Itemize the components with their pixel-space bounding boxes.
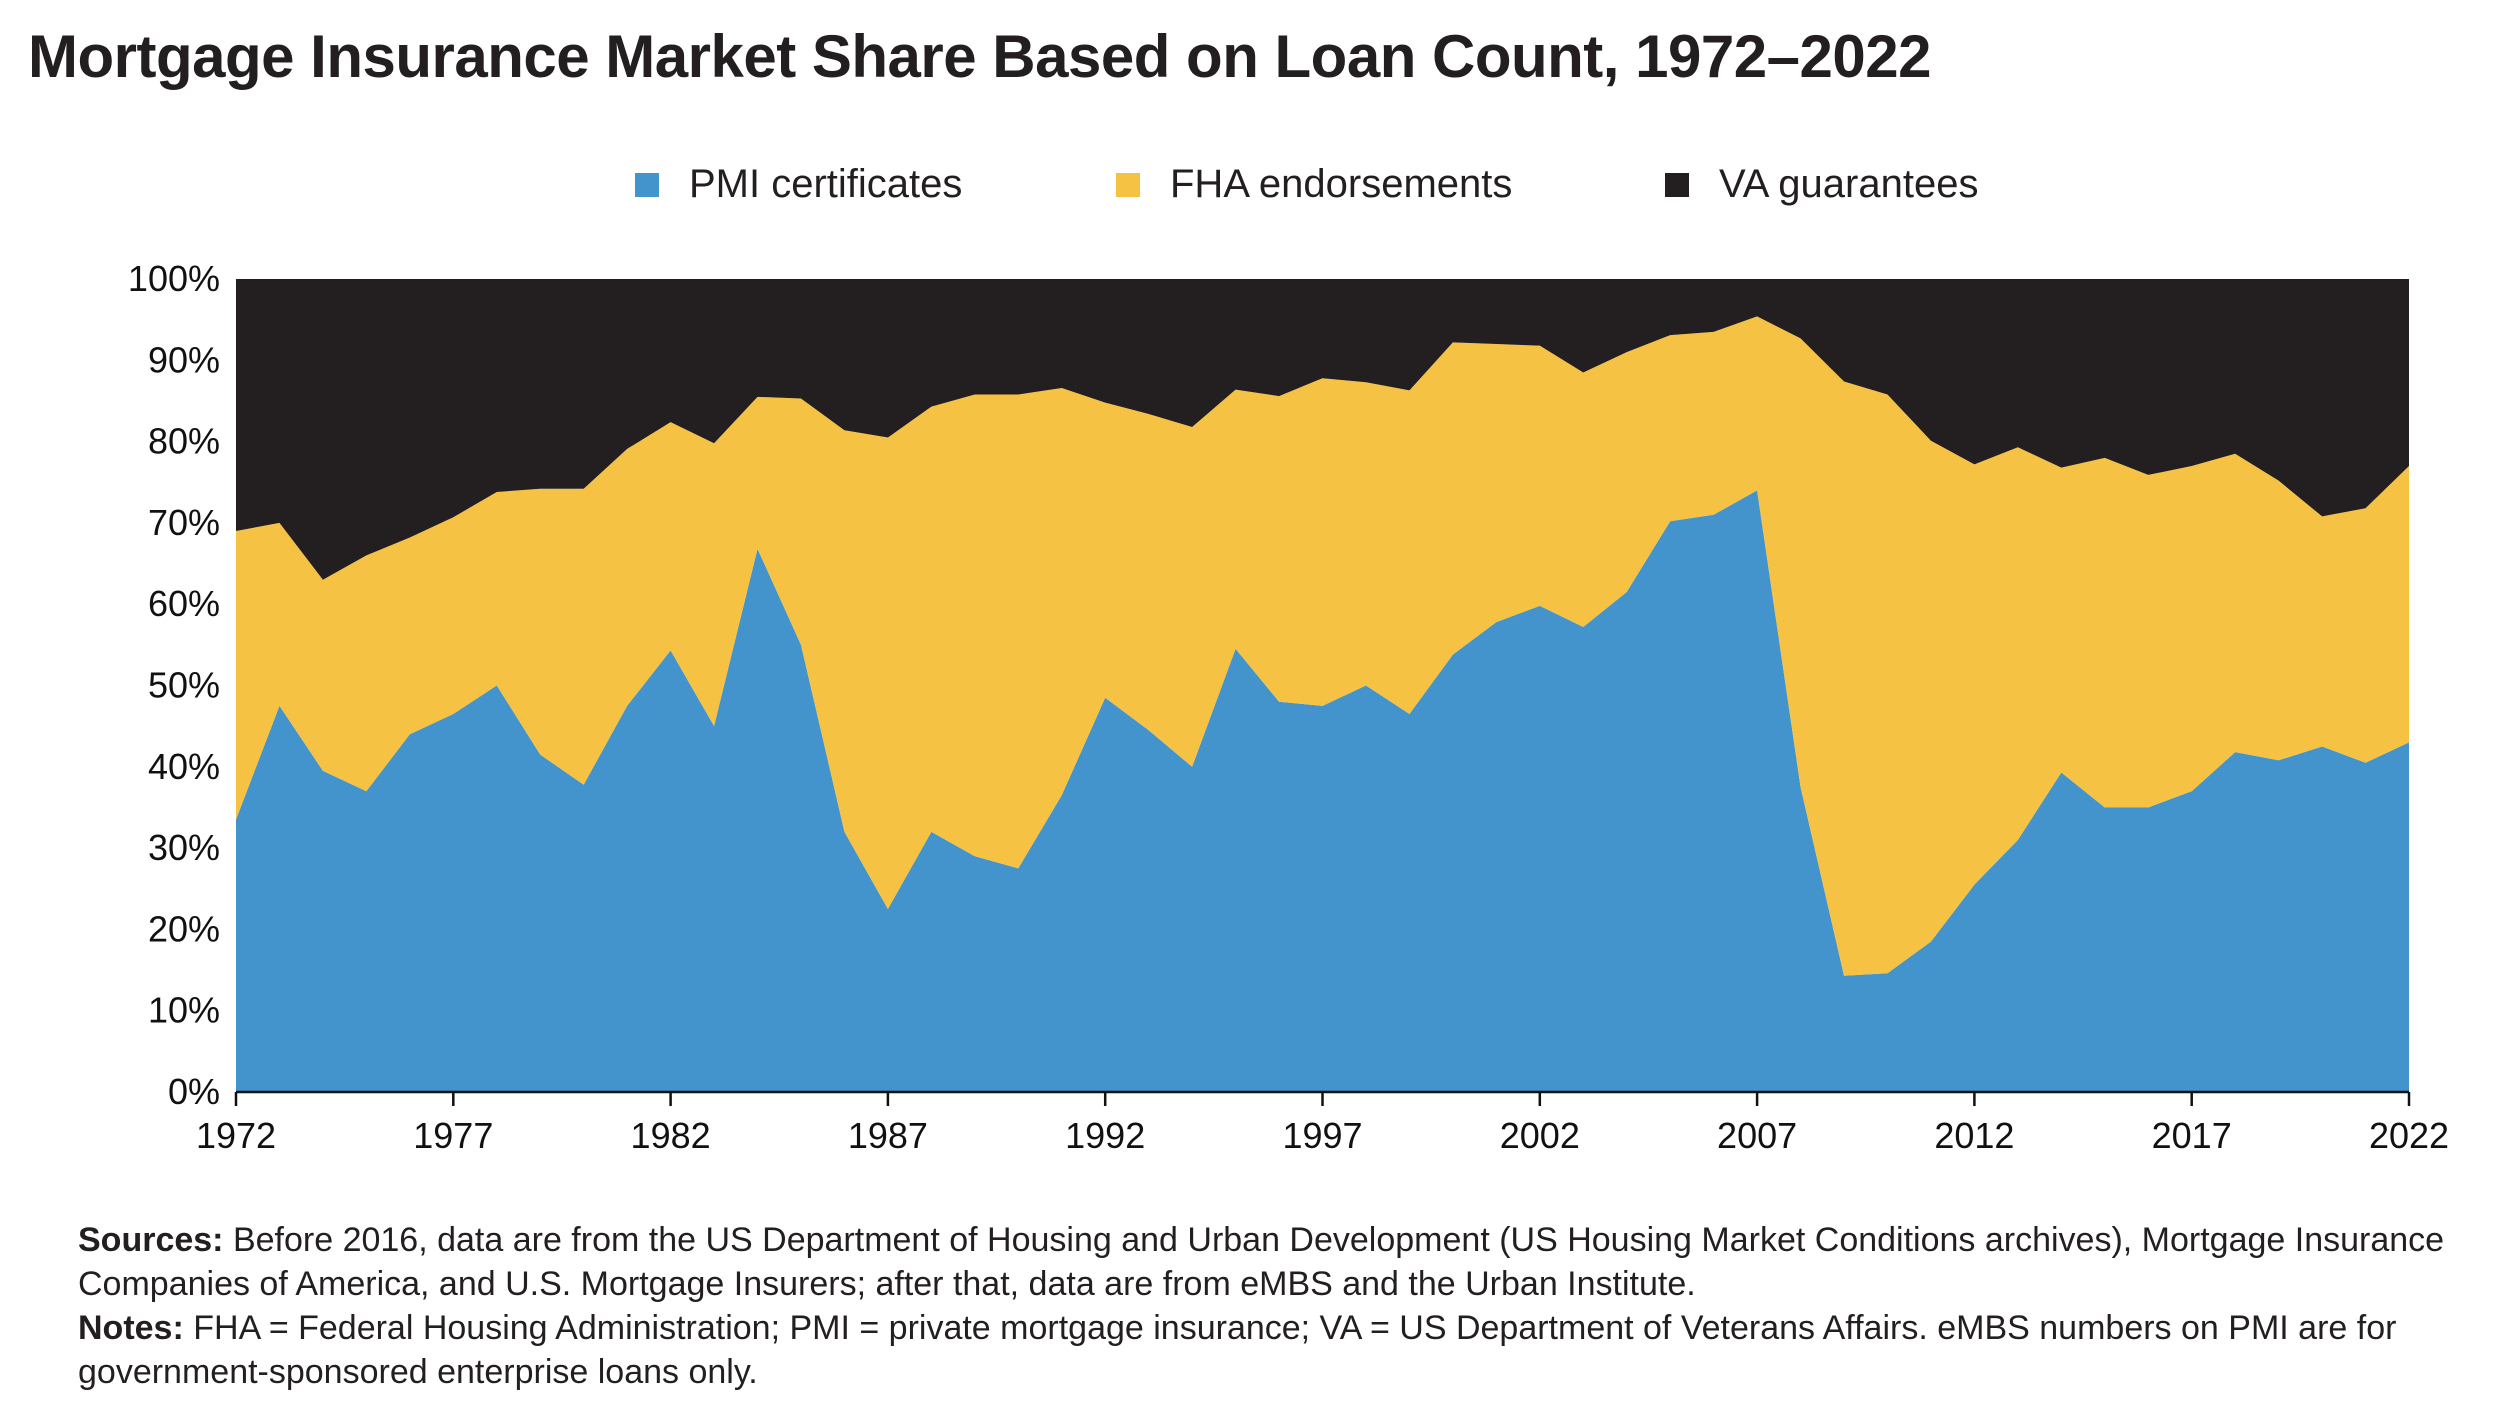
legend-item-pmi: PMI certificates	[635, 162, 962, 207]
legend-label-va: VA guarantees	[1719, 162, 1979, 206]
y-tick-label: 40%	[148, 746, 220, 787]
legend-label-pmi: PMI certificates	[689, 162, 963, 206]
x-tick-label: 2012	[1934, 1115, 2014, 1156]
notes-label: Notes:	[78, 1309, 184, 1347]
notes-block: Sources: Before 2016, data are from the …	[78, 1218, 2478, 1394]
y-tick-label: 90%	[148, 339, 220, 380]
legend-label-fha: FHA endorsements	[1170, 162, 1513, 206]
y-tick-label: 100%	[128, 258, 220, 299]
x-tick-label: 1997	[1282, 1115, 1362, 1156]
x-tick-label: 2022	[2369, 1115, 2449, 1156]
x-tick-label: 1992	[1065, 1115, 1145, 1156]
x-tick-label: 1977	[413, 1115, 493, 1156]
y-tick-label: 0%	[168, 1071, 220, 1112]
area-pmi-certificates	[236, 490, 2409, 1092]
x-tick-label: 1982	[631, 1115, 711, 1156]
area-fha-endorsements	[236, 316, 2409, 976]
y-tick-label: 30%	[148, 827, 220, 868]
stacked-area-chart: 0% 10% 20% 30% 40% 50% 60% 70% 80% 90% 100% 1972 197…	[128, 258, 2449, 1156]
notes-note: Notes: FHA = Federal Housing Administrat…	[78, 1306, 2478, 1394]
y-tick-label: 10%	[148, 990, 220, 1031]
y-tick-label: 20%	[148, 908, 220, 949]
x-tick-label: 1972	[196, 1115, 276, 1156]
sources-text: Before 2016, data are from the US Depart…	[78, 1221, 2445, 1303]
legend: PMI certificates FHA endorsements VA gua…	[0, 162, 2500, 222]
legend-swatch-va	[1665, 172, 1689, 197]
y-tick-label: 60%	[148, 583, 220, 624]
sources-label: Sources:	[78, 1221, 224, 1259]
legend-swatch-fha	[1116, 172, 1140, 197]
chart-title: Mortgage Insurance Market Share Based on…	[28, 23, 1931, 90]
y-tick-label: 80%	[148, 421, 220, 462]
legend-item-fha: FHA endorsements	[1116, 162, 1512, 207]
x-tick-label: 2002	[1500, 1115, 1580, 1156]
sources-note: Sources: Before 2016, data are from the …	[78, 1218, 2478, 1306]
axes-layer: 0% 10% 20% 30% 40% 50% 60% 70% 80% 90% 100% 1972 197…	[128, 258, 2449, 1156]
notes-text: FHA = Federal Housing Administration; PM…	[78, 1309, 2397, 1391]
y-tick-label: 50%	[148, 665, 220, 706]
areas-layer	[236, 279, 2409, 1092]
area-va-guarantees	[236, 279, 2409, 580]
legend-item-va: VA guarantees	[1665, 162, 1978, 207]
x-tick-label: 1987	[848, 1115, 928, 1156]
y-tick-label: 70%	[148, 502, 220, 543]
x-tick-label: 2007	[1717, 1115, 1797, 1156]
x-tick-label: 2017	[2152, 1115, 2232, 1156]
legend-swatch-pmi	[635, 172, 659, 197]
